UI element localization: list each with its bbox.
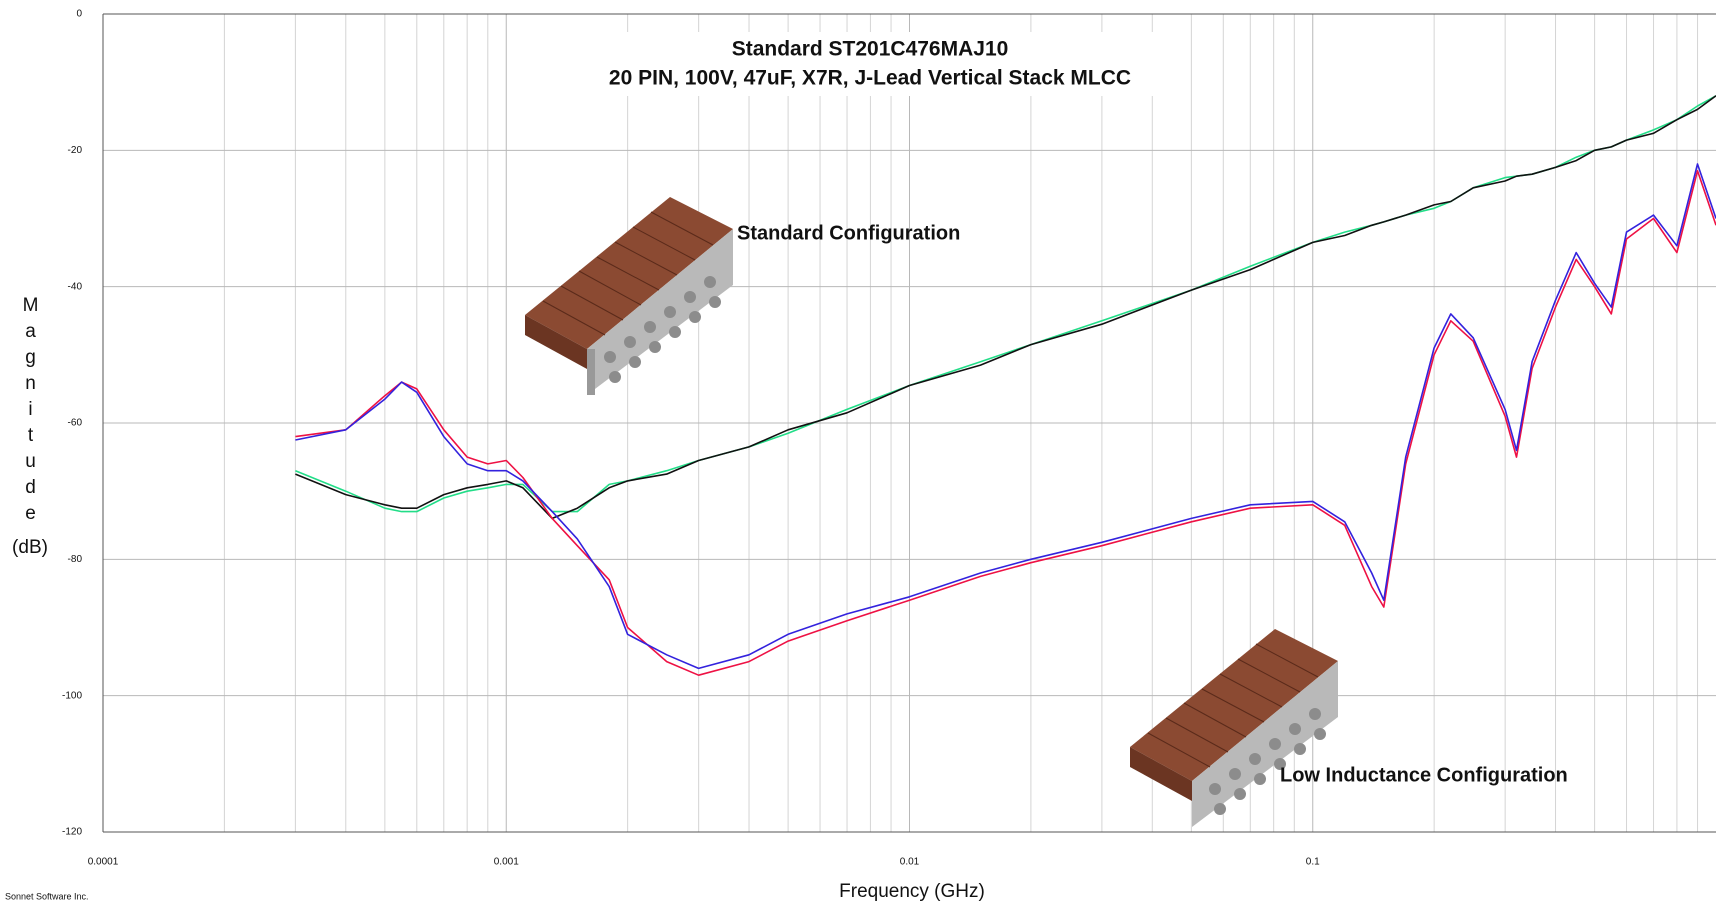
y-tick-label: -80 [68, 554, 83, 565]
y-tick-label: -40 [68, 281, 83, 292]
capacitor-icon [1130, 629, 1338, 827]
title-background [560, 32, 1180, 96]
y-axis-unit: (dB) [12, 537, 48, 558]
chart-title: Standard ST201C476MAJ10 [732, 38, 1009, 61]
x-axis-label: Frequency (GHz) [839, 881, 985, 902]
y-axis-label: Magnitude [20, 295, 41, 529]
x-tick-label: 0.0001 [88, 857, 119, 868]
y-tick-label: 0 [76, 9, 82, 20]
chart-subtitle: 20 PIN, 100V, 47uF, X7R, J-Lead Vertical… [609, 67, 1131, 90]
grid [102, 13, 1716, 833]
series-lines [295, 95, 1716, 676]
y-tick-label: -20 [68, 145, 83, 156]
y-tick-label: -60 [68, 418, 83, 429]
series-line [295, 95, 1716, 513]
capacitor-icon [525, 197, 733, 395]
x-tick-label: 0.001 [494, 857, 519, 868]
series-line [295, 95, 1716, 520]
credit: Sonnet Software Inc. [5, 891, 89, 901]
series-line [295, 170, 1716, 676]
annotation: Standard Configuration [737, 222, 960, 244]
y-tick-label: -120 [62, 827, 82, 838]
annotation: Low Inductance Configuration [1280, 764, 1568, 786]
x-tick-label: 0.01 [900, 857, 920, 868]
series-line [295, 163, 1716, 670]
x-tick-label: 0.1 [1306, 857, 1320, 868]
y-tick-label: -100 [62, 690, 82, 701]
